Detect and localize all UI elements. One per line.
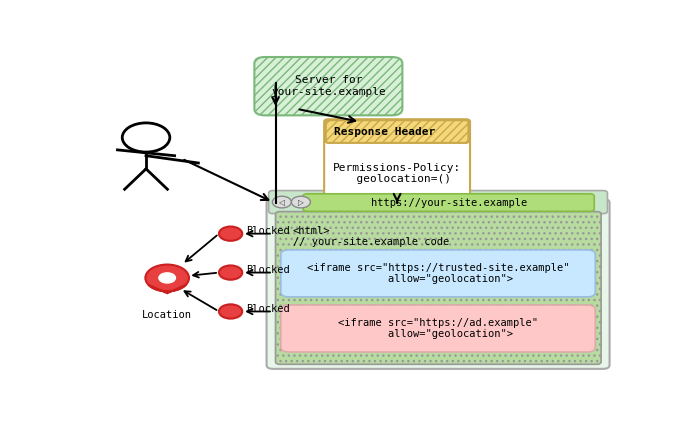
Text: ◁: ◁ <box>279 197 285 207</box>
Circle shape <box>272 196 291 208</box>
Text: <iframe src="https://ad.example"
    allow="geolocation">: <iframe src="https://ad.example" allow="… <box>338 318 538 339</box>
FancyBboxPatch shape <box>326 120 469 143</box>
Circle shape <box>219 304 242 319</box>
FancyBboxPatch shape <box>254 57 402 115</box>
Polygon shape <box>148 285 186 293</box>
Circle shape <box>219 266 242 280</box>
Circle shape <box>145 264 189 291</box>
Text: Blocked: Blocked <box>246 304 291 314</box>
FancyBboxPatch shape <box>269 191 608 213</box>
Text: <iframe src="https://trusted-site.example"
    allow="geolocation">: <iframe src="https://trusted-site.exampl… <box>307 263 569 284</box>
FancyBboxPatch shape <box>324 119 470 202</box>
Circle shape <box>159 273 175 283</box>
Circle shape <box>291 196 310 208</box>
Text: Server for
your-site.example: Server for your-site.example <box>271 75 386 97</box>
FancyBboxPatch shape <box>303 194 594 211</box>
FancyBboxPatch shape <box>267 199 610 369</box>
Circle shape <box>219 226 242 241</box>
FancyBboxPatch shape <box>276 212 601 364</box>
Text: ▷: ▷ <box>298 197 304 207</box>
Text: Location: Location <box>142 310 192 320</box>
Text: Blocked: Blocked <box>246 226 291 236</box>
Text: Permissions-Policy:
  geolocation=(): Permissions-Policy: geolocation=() <box>333 163 461 184</box>
Text: Response Header: Response Header <box>333 127 435 136</box>
Text: Blocked: Blocked <box>246 265 291 275</box>
FancyBboxPatch shape <box>281 305 595 352</box>
Text: <html>
// your-site.example code: <html> // your-site.example code <box>293 226 449 247</box>
Text: https://your-site.example: https://your-site.example <box>370 197 527 208</box>
FancyBboxPatch shape <box>281 250 595 297</box>
